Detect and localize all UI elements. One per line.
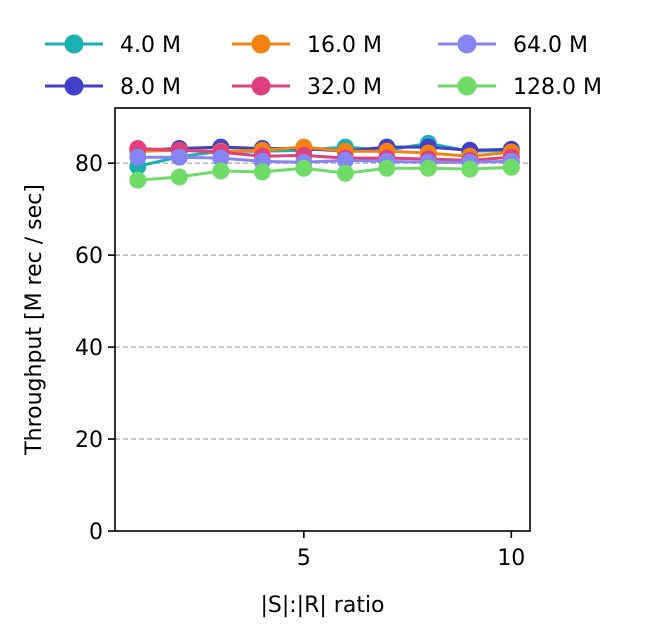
legend-item: 32.0 M [232, 75, 382, 100]
data-point [336, 164, 354, 182]
x-tick-label: 5 [297, 546, 311, 571]
data-point [170, 168, 188, 186]
y-axis-ticks: 0 20 40 60 80 [75, 152, 115, 545]
series-128-0-M [129, 158, 520, 189]
legend-item: 16.0 M [232, 33, 382, 58]
plot-frame [114, 107, 531, 532]
series-line [137, 146, 512, 162]
legend-marker [251, 76, 271, 96]
y-axis-label: Throughput [M rec / sec] [22, 184, 47, 456]
y-tick-label: 0 [89, 520, 103, 545]
legend: 4.0 M 8.0 M 16.0 M 32.0 M 64.0 M 128.0 M [45, 33, 602, 100]
data-point [170, 148, 188, 166]
y-tick-label: 60 [75, 244, 103, 269]
data-point [129, 171, 147, 189]
legend-marker [64, 76, 84, 96]
grid-lines [115, 162, 530, 440]
series-layer [129, 134, 520, 189]
data-point [212, 149, 230, 167]
legend-label: 64.0 M [513, 33, 588, 58]
legend-label: 16.0 M [307, 33, 382, 58]
x-axis-label: |S|:|R| ratio [260, 593, 384, 618]
data-point [336, 151, 354, 169]
legend-item: 4.0 M [45, 33, 181, 58]
legend-item: 128.0 M [438, 75, 602, 100]
legend-label: 8.0 M [120, 75, 181, 100]
series-line [137, 165, 512, 182]
data-point [129, 148, 147, 166]
data-point [378, 159, 396, 177]
legend-item: 8.0 M [45, 75, 181, 100]
data-point [212, 162, 230, 180]
y-tick-label: 20 [75, 428, 103, 453]
legend-marker [457, 34, 477, 54]
data-point [461, 160, 479, 178]
data-point [419, 159, 437, 177]
legend-label: 128.0 M [513, 75, 602, 100]
legend-label: 4.0 M [120, 33, 181, 58]
y-tick-label: 40 [75, 336, 103, 361]
legend-item: 64.0 M [438, 33, 588, 58]
series-line [137, 155, 512, 164]
legend-label: 32.0 M [307, 75, 382, 100]
data-point [295, 159, 313, 177]
data-point [253, 163, 271, 181]
legend-marker [457, 76, 477, 96]
legend-marker [251, 34, 271, 54]
data-point [502, 158, 520, 176]
y-tick-label: 80 [75, 152, 103, 177]
legend-marker [64, 34, 84, 54]
x-axis-ticks: 5 10 [297, 531, 525, 571]
x-tick-label: 10 [497, 546, 525, 571]
